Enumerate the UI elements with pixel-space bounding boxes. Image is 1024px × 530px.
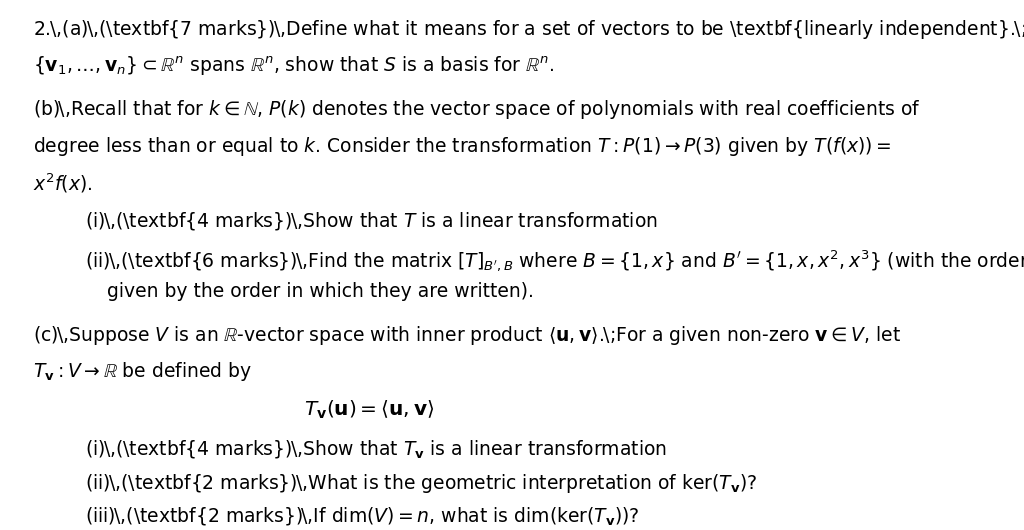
Text: (iii)\,(\textbf{2 marks})\,If $\dim(V)=n$, what is $\dim(\ker(T_\mathbf{v}))$?: (iii)\,(\textbf{2 marks})\,If $\dim(V)=n… bbox=[85, 505, 640, 527]
Text: (c)\,Suppose $V$ is an $\mathbb{R}$-vector space with inner product $\langle\mat: (c)\,Suppose $V$ is an $\mathbb{R}$-vect… bbox=[33, 324, 901, 347]
Text: $\{\mathbf{v}_1,\ldots,\mathbf{v}_n\}\subset\mathbb{R}^n$ spans $\mathbb{R}^n$, : $\{\mathbf{v}_1,\ldots,\mathbf{v}_n\}\su… bbox=[33, 55, 555, 78]
Text: (b)\,Recall that for $k\in\mathbb{N}$, $P(k)$ denotes the vector space of polyno: (b)\,Recall that for $k\in\mathbb{N}$, $… bbox=[33, 99, 921, 121]
Text: (i)\,(\textbf{4 marks})\,Show that $T_\mathbf{v}$ is a linear transformation: (i)\,(\textbf{4 marks})\,Show that $T_\m… bbox=[85, 438, 667, 460]
Text: 2.\,(a)\,(\textbf{7 marks})\,Define what it means for a set of vectors to be \te: 2.\,(a)\,(\textbf{7 marks})\,Define what… bbox=[33, 18, 1024, 41]
Text: (ii)\,(\textbf{2 marks})\,What is the geometric interpretation of $\ker(T_\mathb: (ii)\,(\textbf{2 marks})\,What is the ge… bbox=[85, 472, 758, 494]
Text: $x^2f(x)$.: $x^2f(x)$. bbox=[33, 171, 93, 195]
Text: given by the order in which they are written).: given by the order in which they are wri… bbox=[108, 282, 535, 302]
Text: (i)\,(\textbf{4 marks})\,Show that $T$ is a linear transformation: (i)\,(\textbf{4 marks})\,Show that $T$ i… bbox=[85, 210, 657, 232]
Text: $T_\mathbf{v}:V\to\mathbb{R}$ be defined by: $T_\mathbf{v}:V\to\mathbb{R}$ be defined… bbox=[33, 360, 253, 383]
Text: degree less than or equal to $k$. Consider the transformation $T:P(1)\to P(3)$ g: degree less than or equal to $k$. Consid… bbox=[33, 135, 892, 158]
Text: $T_\mathbf{v}(\mathbf{u})=\langle\mathbf{u},\mathbf{v}\rangle$: $T_\mathbf{v}(\mathbf{u})=\langle\mathbf… bbox=[304, 399, 435, 421]
Text: (ii)\,(\textbf{6 marks})\,Find the matrix $[T]_{B',B}$ where $B=\{1,x\}$ and $B': (ii)\,(\textbf{6 marks})\,Find the matri… bbox=[85, 249, 1024, 274]
